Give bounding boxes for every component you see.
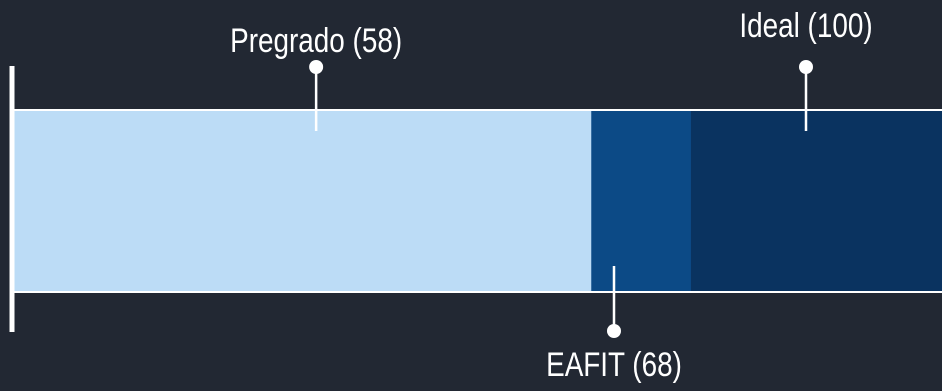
label-pregrado: Pregrado (58) bbox=[230, 21, 402, 59]
leader-dot-eafit bbox=[607, 324, 621, 338]
annotation-pregrado: Pregrado (58) bbox=[230, 21, 402, 131]
annotations: Pregrado (58) EAFIT (68) Ideal (100) bbox=[230, 6, 872, 383]
bar-pregrado bbox=[13, 110, 592, 292]
annotation-eafit: EAFIT (68) bbox=[546, 266, 682, 384]
bar-segments bbox=[13, 110, 942, 292]
leader-dot-pregrado bbox=[309, 60, 324, 74]
leader-dot-ideal bbox=[799, 60, 813, 74]
label-eafit: EAFIT (68) bbox=[546, 345, 682, 383]
label-ideal: Ideal (100) bbox=[739, 6, 872, 44]
annotation-ideal: Ideal (100) bbox=[739, 6, 873, 131]
